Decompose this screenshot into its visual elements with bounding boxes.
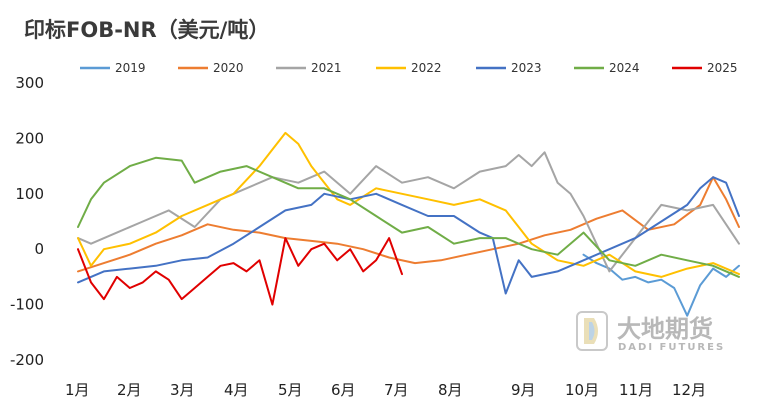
x-tick-label: 6月 <box>331 381 356 399</box>
dadi-logo-icon <box>576 311 608 351</box>
x-tick-label: 4月 <box>224 381 249 399</box>
series-line-2021 <box>77 151 740 273</box>
x-tick-label: 8月 <box>438 381 463 399</box>
x-tick-label: 5月 <box>278 381 303 399</box>
y-tick-label: 200 <box>15 129 44 147</box>
legend-label: 2019 <box>115 61 146 75</box>
watermark-name-cn: 大地期货 <box>617 315 713 343</box>
x-tick-label: 10月 <box>565 381 599 399</box>
x-tick-label: 9月 <box>511 381 536 399</box>
chart-title: 印标FOB-NR（美元/吨） <box>24 18 270 42</box>
y-axis: 300 200 100 0 -100 -200 <box>10 74 44 369</box>
y-tick-label: -100 <box>10 296 44 314</box>
watermark-name-en: DADI FUTURES <box>618 342 725 353</box>
series-line-2022 <box>77 131 740 278</box>
dadi-futures-watermark: 大地期货 DADI FUTURES <box>576 311 725 353</box>
x-tick-label: 11月 <box>619 381 653 399</box>
legend-label: 2021 <box>311 61 342 75</box>
x-axis: 1月 2月 3月 4月 5月 6月 7月 8月 9月 10月 11月 12月 <box>65 381 706 399</box>
series-line-2024 <box>77 156 740 278</box>
y-tick-label: 0 <box>34 240 44 258</box>
series-line-2025 <box>77 237 403 306</box>
x-tick-label: 7月 <box>384 381 409 399</box>
x-tick-label: 3月 <box>170 381 195 399</box>
series-line-2020 <box>77 176 740 273</box>
y-tick-label: 300 <box>15 74 44 92</box>
y-tick-label: 100 <box>15 185 44 203</box>
legend-label: 2024 <box>609 61 640 75</box>
series-line-2023 <box>77 176 740 295</box>
legend-label: 2020 <box>213 61 244 75</box>
legend-label: 2023 <box>511 61 542 75</box>
plot-series <box>77 131 740 317</box>
x-tick-label: 12月 <box>672 381 706 399</box>
legend-label: 2025 <box>707 61 738 75</box>
x-tick-label: 1月 <box>65 381 90 399</box>
legend: 2019 2020 2021 2022 2023 2024 2025 <box>80 61 738 75</box>
x-tick-label: 2月 <box>117 381 142 399</box>
y-tick-label: -200 <box>10 351 44 369</box>
legend-label: 2022 <box>411 61 442 75</box>
series-line-2019 <box>582 253 740 317</box>
